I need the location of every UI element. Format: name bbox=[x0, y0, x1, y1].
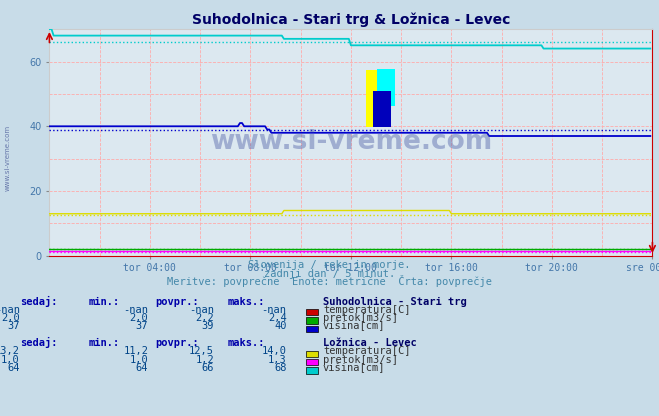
Text: 2,2: 2,2 bbox=[196, 313, 214, 323]
Text: 64: 64 bbox=[7, 363, 20, 373]
Text: pretok[m3/s]: pretok[m3/s] bbox=[323, 355, 398, 365]
Text: temperatura[C]: temperatura[C] bbox=[323, 305, 411, 315]
Text: 64: 64 bbox=[136, 363, 148, 373]
Title: Suhodolnica - Stari trg & Ložnica - Levec: Suhodolnica - Stari trg & Ložnica - Leve… bbox=[192, 12, 510, 27]
Text: zadnji dan / 5 minut.: zadnji dan / 5 minut. bbox=[264, 269, 395, 279]
Text: 68: 68 bbox=[274, 363, 287, 373]
Text: višina[cm]: višina[cm] bbox=[323, 363, 386, 373]
Text: 2,4: 2,4 bbox=[268, 313, 287, 323]
Text: -nan: -nan bbox=[262, 305, 287, 315]
Text: 13,2: 13,2 bbox=[0, 347, 20, 357]
Text: -nan: -nan bbox=[123, 305, 148, 315]
Text: maks.:: maks.: bbox=[227, 338, 265, 348]
Text: Slovenija / reke in morje.: Slovenija / reke in morje. bbox=[248, 260, 411, 270]
Text: Meritve: povprečne  Enote: metrične  Črta: povprečje: Meritve: povprečne Enote: metrične Črta:… bbox=[167, 275, 492, 287]
Text: maks.:: maks.: bbox=[227, 297, 265, 307]
Text: 1,3: 1,3 bbox=[268, 355, 287, 365]
Text: 1,0: 1,0 bbox=[130, 355, 148, 365]
Text: 12,5: 12,5 bbox=[189, 347, 214, 357]
Text: povpr.:: povpr.: bbox=[155, 297, 198, 307]
Text: 11,2: 11,2 bbox=[123, 347, 148, 357]
Text: Suhodolnica - Stari trg: Suhodolnica - Stari trg bbox=[323, 297, 467, 307]
Text: 37: 37 bbox=[7, 322, 20, 332]
Text: sedaj:: sedaj: bbox=[20, 337, 57, 348]
Text: sedaj:: sedaj: bbox=[20, 295, 57, 307]
FancyBboxPatch shape bbox=[377, 69, 395, 106]
Text: 37: 37 bbox=[136, 322, 148, 332]
Text: min.:: min.: bbox=[89, 338, 120, 348]
Text: 14,0: 14,0 bbox=[262, 347, 287, 357]
Text: Ložnica - Levec: Ložnica - Levec bbox=[323, 338, 416, 348]
Text: 39: 39 bbox=[202, 322, 214, 332]
Text: temperatura[C]: temperatura[C] bbox=[323, 347, 411, 357]
Text: 1,2: 1,2 bbox=[196, 355, 214, 365]
Text: www.si-vreme.com: www.si-vreme.com bbox=[210, 129, 492, 156]
Text: višina[cm]: višina[cm] bbox=[323, 321, 386, 332]
Text: 2,0: 2,0 bbox=[130, 313, 148, 323]
Text: min.:: min.: bbox=[89, 297, 120, 307]
Text: pretok[m3/s]: pretok[m3/s] bbox=[323, 313, 398, 323]
Text: -nan: -nan bbox=[0, 305, 20, 315]
Text: 40: 40 bbox=[274, 322, 287, 332]
Text: povpr.:: povpr.: bbox=[155, 338, 198, 348]
Text: 66: 66 bbox=[202, 363, 214, 373]
FancyBboxPatch shape bbox=[366, 70, 387, 126]
Text: 1,0: 1,0 bbox=[1, 355, 20, 365]
FancyBboxPatch shape bbox=[372, 92, 391, 126]
Text: 2,0: 2,0 bbox=[1, 313, 20, 323]
Text: www.si-vreme.com: www.si-vreme.com bbox=[5, 125, 11, 191]
Text: -nan: -nan bbox=[189, 305, 214, 315]
